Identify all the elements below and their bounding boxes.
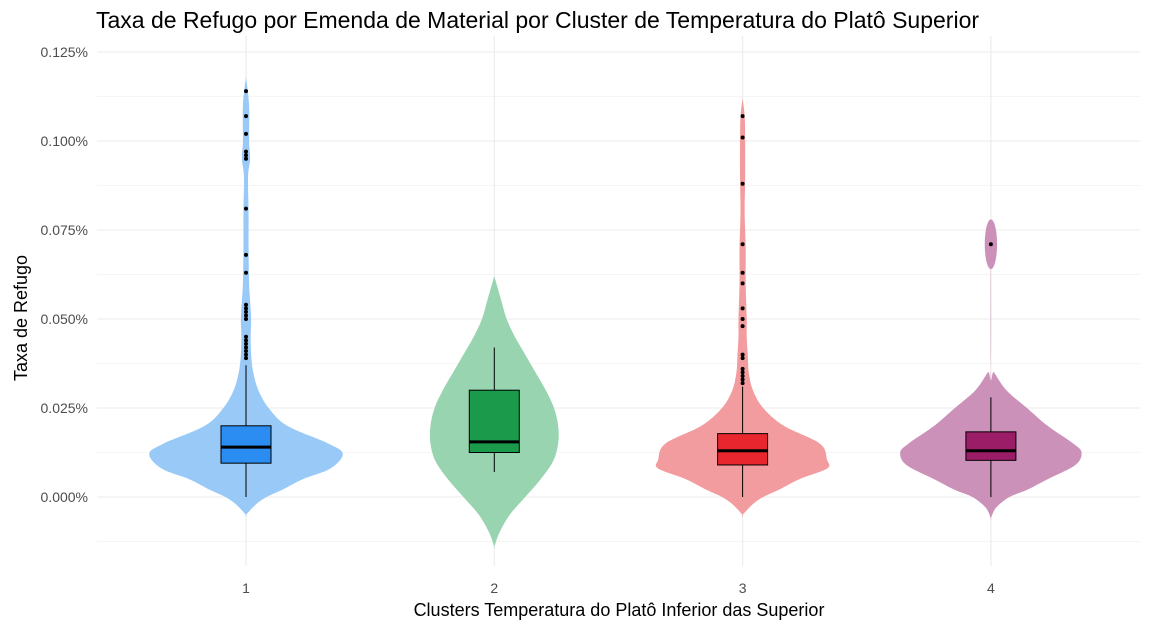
outlier-point (244, 252, 248, 257)
outlier-point (740, 281, 745, 286)
outlier-point (988, 242, 993, 247)
outlier-point (244, 345, 248, 350)
violin-4 (900, 219, 1082, 520)
outlier-point (740, 381, 745, 386)
outlier-point (244, 153, 248, 158)
outlier-point (244, 114, 248, 119)
outlier-point (244, 338, 248, 343)
outlier-point (740, 324, 745, 329)
outlier-point (740, 306, 745, 311)
boxplot-layer (220, 347, 1017, 497)
outlier-point (740, 317, 745, 321)
y-tick-label: 0.075% (41, 222, 88, 238)
box-4 (965, 431, 1017, 461)
outlier-point (244, 306, 248, 311)
outlier-point (740, 373, 745, 378)
outlier-point (244, 356, 248, 361)
outlier-point (244, 334, 248, 339)
outlier-point (244, 89, 248, 94)
x-tick-label: 2 (490, 580, 498, 596)
outlier-layer (244, 89, 993, 386)
outlier-point (244, 317, 248, 321)
x-tick-label: 1 (242, 580, 250, 596)
outlier-point (244, 270, 248, 275)
outlier-point (244, 206, 248, 211)
outlier-point (740, 370, 745, 375)
outlier-point (244, 349, 248, 354)
y-tick-label: 0.100% (41, 133, 88, 149)
outlier-point (740, 366, 745, 371)
outlier-point (740, 356, 745, 361)
chart-title: Taxa de Refugo por Emenda de Material po… (96, 7, 979, 33)
y-axis-title: Taxa de Refugo (11, 255, 31, 381)
box-1 (220, 425, 272, 464)
y-tick-label: 0.125% (41, 44, 88, 60)
outlier-point (244, 156, 248, 161)
outlier-point (740, 114, 745, 119)
outlier-point (740, 270, 745, 275)
y-tick-label: 0.000% (41, 489, 88, 505)
outlier-point (244, 309, 248, 314)
outlier-point (740, 352, 745, 357)
outlier-point (740, 377, 745, 382)
outlier-point (244, 302, 248, 307)
x-tick-label: 4 (987, 580, 995, 596)
outlier-point (244, 313, 248, 318)
outlier-point (244, 149, 248, 154)
outlier-point (244, 352, 248, 357)
outlier-point (740, 181, 745, 186)
outlier-point (244, 131, 248, 136)
x-axis-ticks: 1 2 3 4 (242, 580, 995, 596)
x-tick-label: 3 (739, 580, 747, 596)
outlier-point (244, 341, 248, 346)
violin-layer (149, 76, 1082, 549)
y-tick-label: 0.025% (41, 400, 88, 416)
violin-1 (149, 76, 343, 517)
y-tick-label: 0.050% (41, 311, 88, 327)
outlier-point (740, 242, 745, 247)
outlier-point (740, 135, 745, 140)
y-axis-ticks: 0.000% 0.025% 0.050% 0.075% 0.100% 0.125% (41, 44, 88, 505)
x-axis-title: Clusters Temperatura do Platô Inferior d… (414, 600, 825, 620)
